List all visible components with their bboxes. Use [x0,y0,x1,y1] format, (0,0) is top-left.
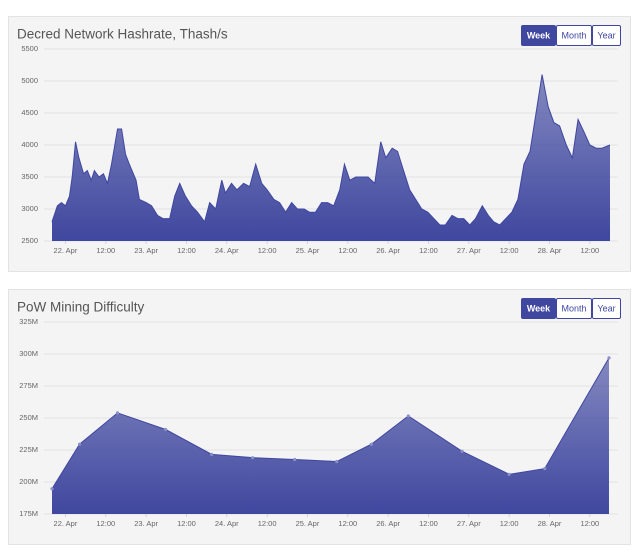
data-point [369,442,373,446]
y-tick-label: 325M [19,317,38,326]
data-point [210,452,214,456]
button-frame [592,298,621,319]
data-point [460,449,464,453]
x-tick-label: 23. Apr [134,519,158,528]
button-frame [556,298,592,319]
area-line [51,74,611,226]
chart-title: Decred Network Hashrate, Thash/s [17,27,228,42]
data-point [607,356,611,360]
x-tick-label: 12:00 [258,246,277,255]
y-tick-label: 225M [19,445,38,454]
button-frame [556,25,592,46]
y-tick-label: 300M [19,349,38,358]
button-label: Week [527,303,551,313]
x-tick-label: 12:00 [580,246,599,255]
y-tick-label: 4500 [21,108,38,117]
data-point [406,414,410,418]
range-button[interactable]: Week [521,25,556,46]
x-tick-label: 27. Apr [457,246,481,255]
data-point [507,472,511,476]
x-tick-label: 22. Apr [54,246,78,255]
range-button[interactable]: Week [521,298,556,319]
y-tick-label: 200M [19,477,38,486]
x-tick-label: 26. Apr [376,519,400,528]
area-line [51,357,610,490]
button-label: Week [527,30,551,40]
range-button[interactable]: Month [556,298,592,319]
x-tick-label: 24. Apr [215,519,239,528]
x-tick-label: 27. Apr [457,519,481,528]
range-button[interactable]: Year [592,25,621,46]
data-point [293,457,297,462]
x-tick-label: 28. Apr [538,519,562,528]
chart-panel: PoW Mining Difficulty Week Month Year 175M 20… [8,289,631,545]
button-label: Year [597,303,615,313]
x-tick-label: 12:00 [500,246,519,255]
x-tick-label: 12:00 [338,519,357,528]
x-tick-label: 28. Apr [538,246,562,255]
data-point [543,466,547,471]
x-tick-label: 25. Apr [296,519,320,528]
data-point [77,442,82,446]
y-tick-label: 250M [19,413,38,422]
x-tick-label: 12:00 [500,519,519,528]
button-label: Month [561,303,586,313]
data-point [50,487,54,491]
y-tick-label: 3000 [21,204,38,213]
x-tick-label: 26. Apr [376,246,400,255]
x-tick-label: 12:00 [96,519,115,528]
button-frame [521,25,556,46]
x-tick-label: 25. Apr [296,246,320,255]
button-label: Year [597,30,615,40]
x-tick-label: 12:00 [258,519,277,528]
x-tick-label: 24. Apr [215,246,239,255]
data-point [335,459,339,464]
data-point [115,411,120,415]
x-tick-label: 12:00 [177,519,196,528]
area [52,357,609,514]
y-tick-label: 4000 [21,140,38,149]
x-tick-label: 12:00 [419,519,438,528]
y-tick-label: 275M [19,381,38,390]
area [52,74,610,241]
x-tick-label: 12:00 [96,246,115,255]
y-tick-label: 3500 [21,172,38,181]
y-tick-label: 5500 [21,44,38,53]
x-tick-label: 23. Apr [134,246,158,255]
y-tick-label: 2500 [21,236,38,245]
chart-panel: Decred Network Hashrate, Thash/s Week Mont… [8,16,631,272]
chart-title: PoW Mining Difficulty [17,300,145,315]
button-frame [592,25,621,46]
range-button[interactable]: Year [592,298,621,319]
data-point [251,456,255,460]
range-button[interactable]: Month [556,25,592,46]
button-frame [521,298,556,319]
x-tick-label: 12:00 [338,246,357,255]
x-tick-label: 12:00 [580,519,599,528]
button-label: Month [561,30,586,40]
x-tick-label: 12:00 [419,246,438,255]
x-tick-label: 12:00 [177,246,196,255]
data-point [164,427,168,432]
x-tick-label: 22. Apr [54,519,78,528]
y-tick-label: 175M [19,509,38,518]
y-tick-label: 5000 [21,76,38,85]
